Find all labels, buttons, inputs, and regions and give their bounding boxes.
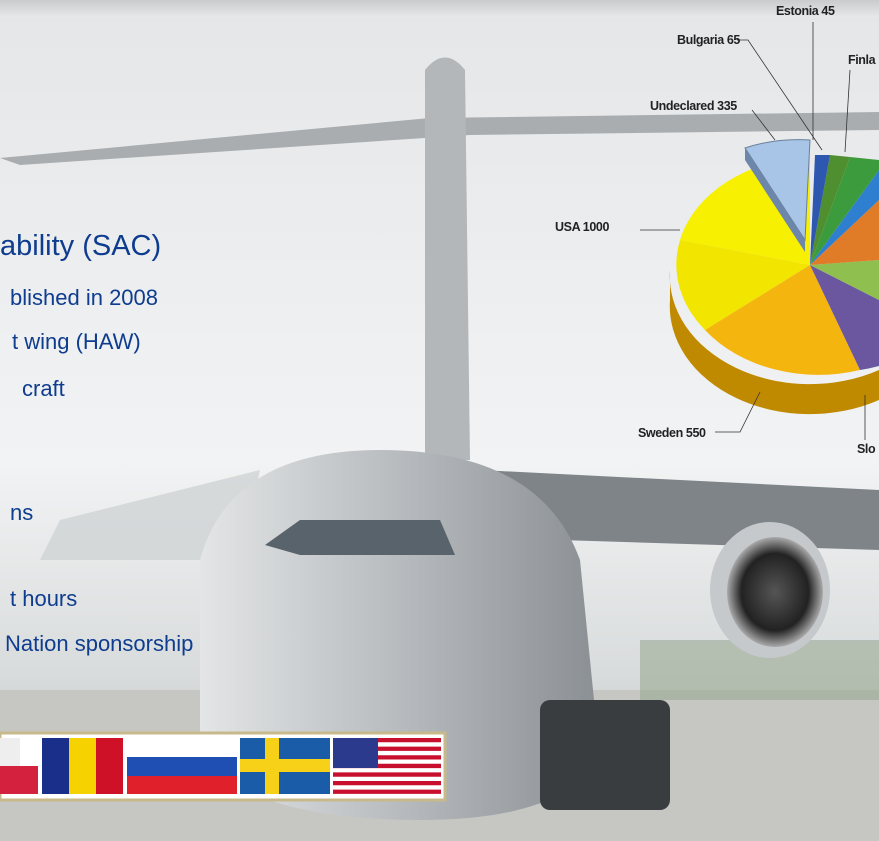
- pie-slice-exploded: [744, 139, 811, 242]
- pie-slice: [810, 157, 879, 265]
- pie-slice-exploded-side: [745, 148, 805, 252]
- pie-label: Bulgaria 65: [677, 33, 740, 47]
- pie-slice: [810, 260, 879, 300]
- pie-label: USA 1000: [555, 220, 609, 234]
- text-line: t wing (HAW): [12, 329, 141, 354]
- flag-romania: [69, 738, 96, 794]
- text-line: t hours: [10, 586, 77, 611]
- vertical-tail: [425, 57, 470, 460]
- pie-label: Slo: [857, 442, 876, 456]
- left-wing: [40, 470, 260, 560]
- pie-slice: [676, 240, 810, 330]
- text-line: ns: [10, 500, 33, 525]
- pie-slice: [810, 155, 850, 265]
- leader-line: [844, 69, 851, 153]
- flag-romania: [96, 738, 123, 794]
- pie-label: Estonia 45: [776, 4, 835, 18]
- horizontal-tail: [0, 112, 879, 165]
- flag-usa-canton: [333, 738, 378, 768]
- pie-label: Sweden 550: [638, 426, 706, 440]
- text-line: blished in 2008: [10, 285, 158, 310]
- flag-sweden: [240, 759, 330, 772]
- flag-poland: [0, 738, 20, 766]
- text-line: craft: [22, 376, 65, 401]
- flag-slovenia: [127, 776, 237, 794]
- leader-line: [737, 39, 823, 151]
- flag-strip: [0, 731, 447, 802]
- pie-slice: [810, 155, 830, 265]
- top-band: [0, 0, 879, 18]
- pie-chart: [669, 139, 879, 415]
- flag-usa-stripes: [333, 738, 441, 794]
- text-line: ability (SAC): [0, 230, 161, 262]
- pie-label: Finla: [848, 53, 877, 67]
- engine-fan: [727, 537, 823, 647]
- pie-slice: [705, 265, 860, 375]
- leader-line: [751, 109, 776, 141]
- flag-romania: [42, 738, 69, 794]
- cockpit-windows: [265, 520, 455, 555]
- landing-gear: [540, 700, 670, 810]
- flag-slovenia: [127, 757, 237, 776]
- text-line: Nation sponsorship: [5, 631, 193, 656]
- pie-label: Undeclared 335: [650, 99, 737, 113]
- flag-slovenia: [127, 738, 237, 757]
- leader-line: [715, 391, 761, 433]
- flag-poland: [0, 766, 38, 794]
- pie-side: [669, 270, 879, 415]
